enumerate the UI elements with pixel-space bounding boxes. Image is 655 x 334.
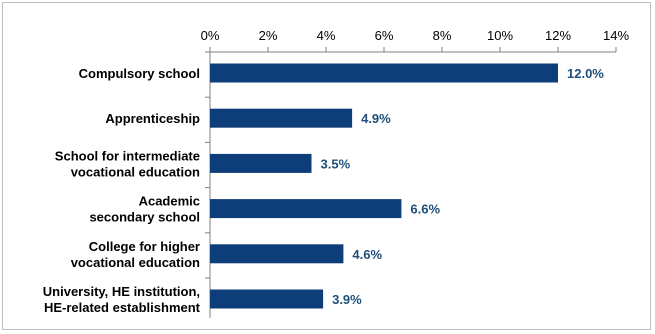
bar: [210, 153, 312, 173]
bar: [210, 289, 324, 309]
x-tick-label: 0%: [201, 28, 220, 43]
category-label: Apprenticeship: [105, 111, 200, 126]
bar: [210, 63, 558, 83]
x-tick-label: 10%: [487, 28, 513, 43]
category-label: School for intermediate vocational educat…: [55, 148, 200, 179]
x-tick-label: 4%: [317, 28, 336, 43]
data-label: 6.6%: [410, 202, 440, 217]
category-label: University, HE institution, HE-related es…: [43, 284, 201, 315]
bar: [210, 244, 344, 264]
x-tick-label: 8%: [433, 28, 452, 43]
data-label: 4.9%: [361, 111, 391, 126]
x-tick-label: 6%: [375, 28, 394, 43]
data-label: 4.6%: [352, 247, 382, 262]
bar: [210, 108, 353, 128]
bar: [210, 199, 402, 219]
x-tick-label: 14%: [603, 28, 629, 43]
x-tick-label: 12%: [545, 28, 571, 43]
category-label: College for higher vocational education: [71, 239, 200, 270]
data-label: 12.0%: [567, 66, 604, 81]
category-label: Academic secondary school: [89, 194, 200, 225]
chart-frame: [2, 2, 651, 330]
data-label: 3.9%: [332, 292, 362, 307]
data-label: 3.5%: [321, 156, 351, 171]
x-tick-label: 2%: [259, 28, 278, 43]
category-label: Compulsory school: [79, 66, 200, 81]
